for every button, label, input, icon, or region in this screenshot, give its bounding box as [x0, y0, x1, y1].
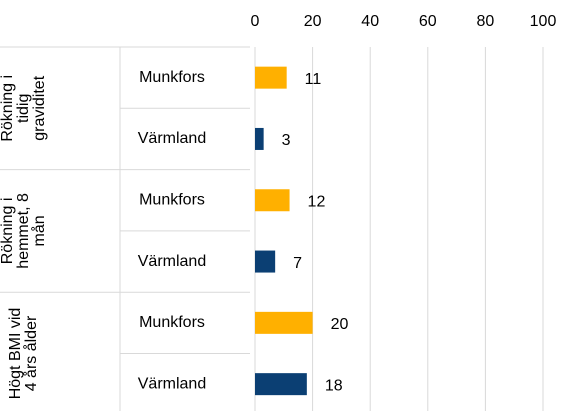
- category-label: Värmland: [138, 130, 206, 147]
- group-label: tidig: [15, 94, 32, 123]
- group-label: hemmet, 8: [15, 193, 32, 269]
- category-label: Värmland: [138, 253, 206, 270]
- data-label: 20: [331, 316, 349, 333]
- group-label: Rökning i: [0, 75, 16, 142]
- data-label: 7: [293, 255, 302, 272]
- bar: [255, 311, 313, 334]
- x-tick-label: 20: [304, 13, 322, 30]
- x-tick-label: 100: [530, 13, 557, 30]
- group-label: 4 års ålder: [22, 315, 40, 391]
- category-label: Munkfors: [139, 314, 205, 331]
- data-label: 3: [282, 132, 291, 149]
- category-label: Munkfors: [139, 69, 205, 86]
- x-tick-label: 40: [361, 13, 379, 30]
- data-label: 11: [305, 71, 322, 88]
- bar: [255, 66, 287, 89]
- bar: [255, 189, 290, 212]
- group-label: Rökning i: [0, 198, 16, 265]
- data-label: 18: [325, 377, 343, 394]
- group-label: graviditet: [31, 75, 48, 140]
- category-label: Munkfors: [139, 191, 205, 208]
- group-label: mån: [30, 215, 48, 246]
- bar: [255, 373, 307, 396]
- x-tick-label: 60: [419, 13, 437, 30]
- data-label: 12: [308, 193, 326, 210]
- x-tick-label: 0: [251, 13, 260, 30]
- bar: [255, 250, 276, 273]
- bar: [255, 127, 264, 150]
- category-label: Värmland: [138, 375, 206, 392]
- group-label: Högt BMI vid: [7, 308, 24, 400]
- x-tick-label: 80: [477, 13, 495, 30]
